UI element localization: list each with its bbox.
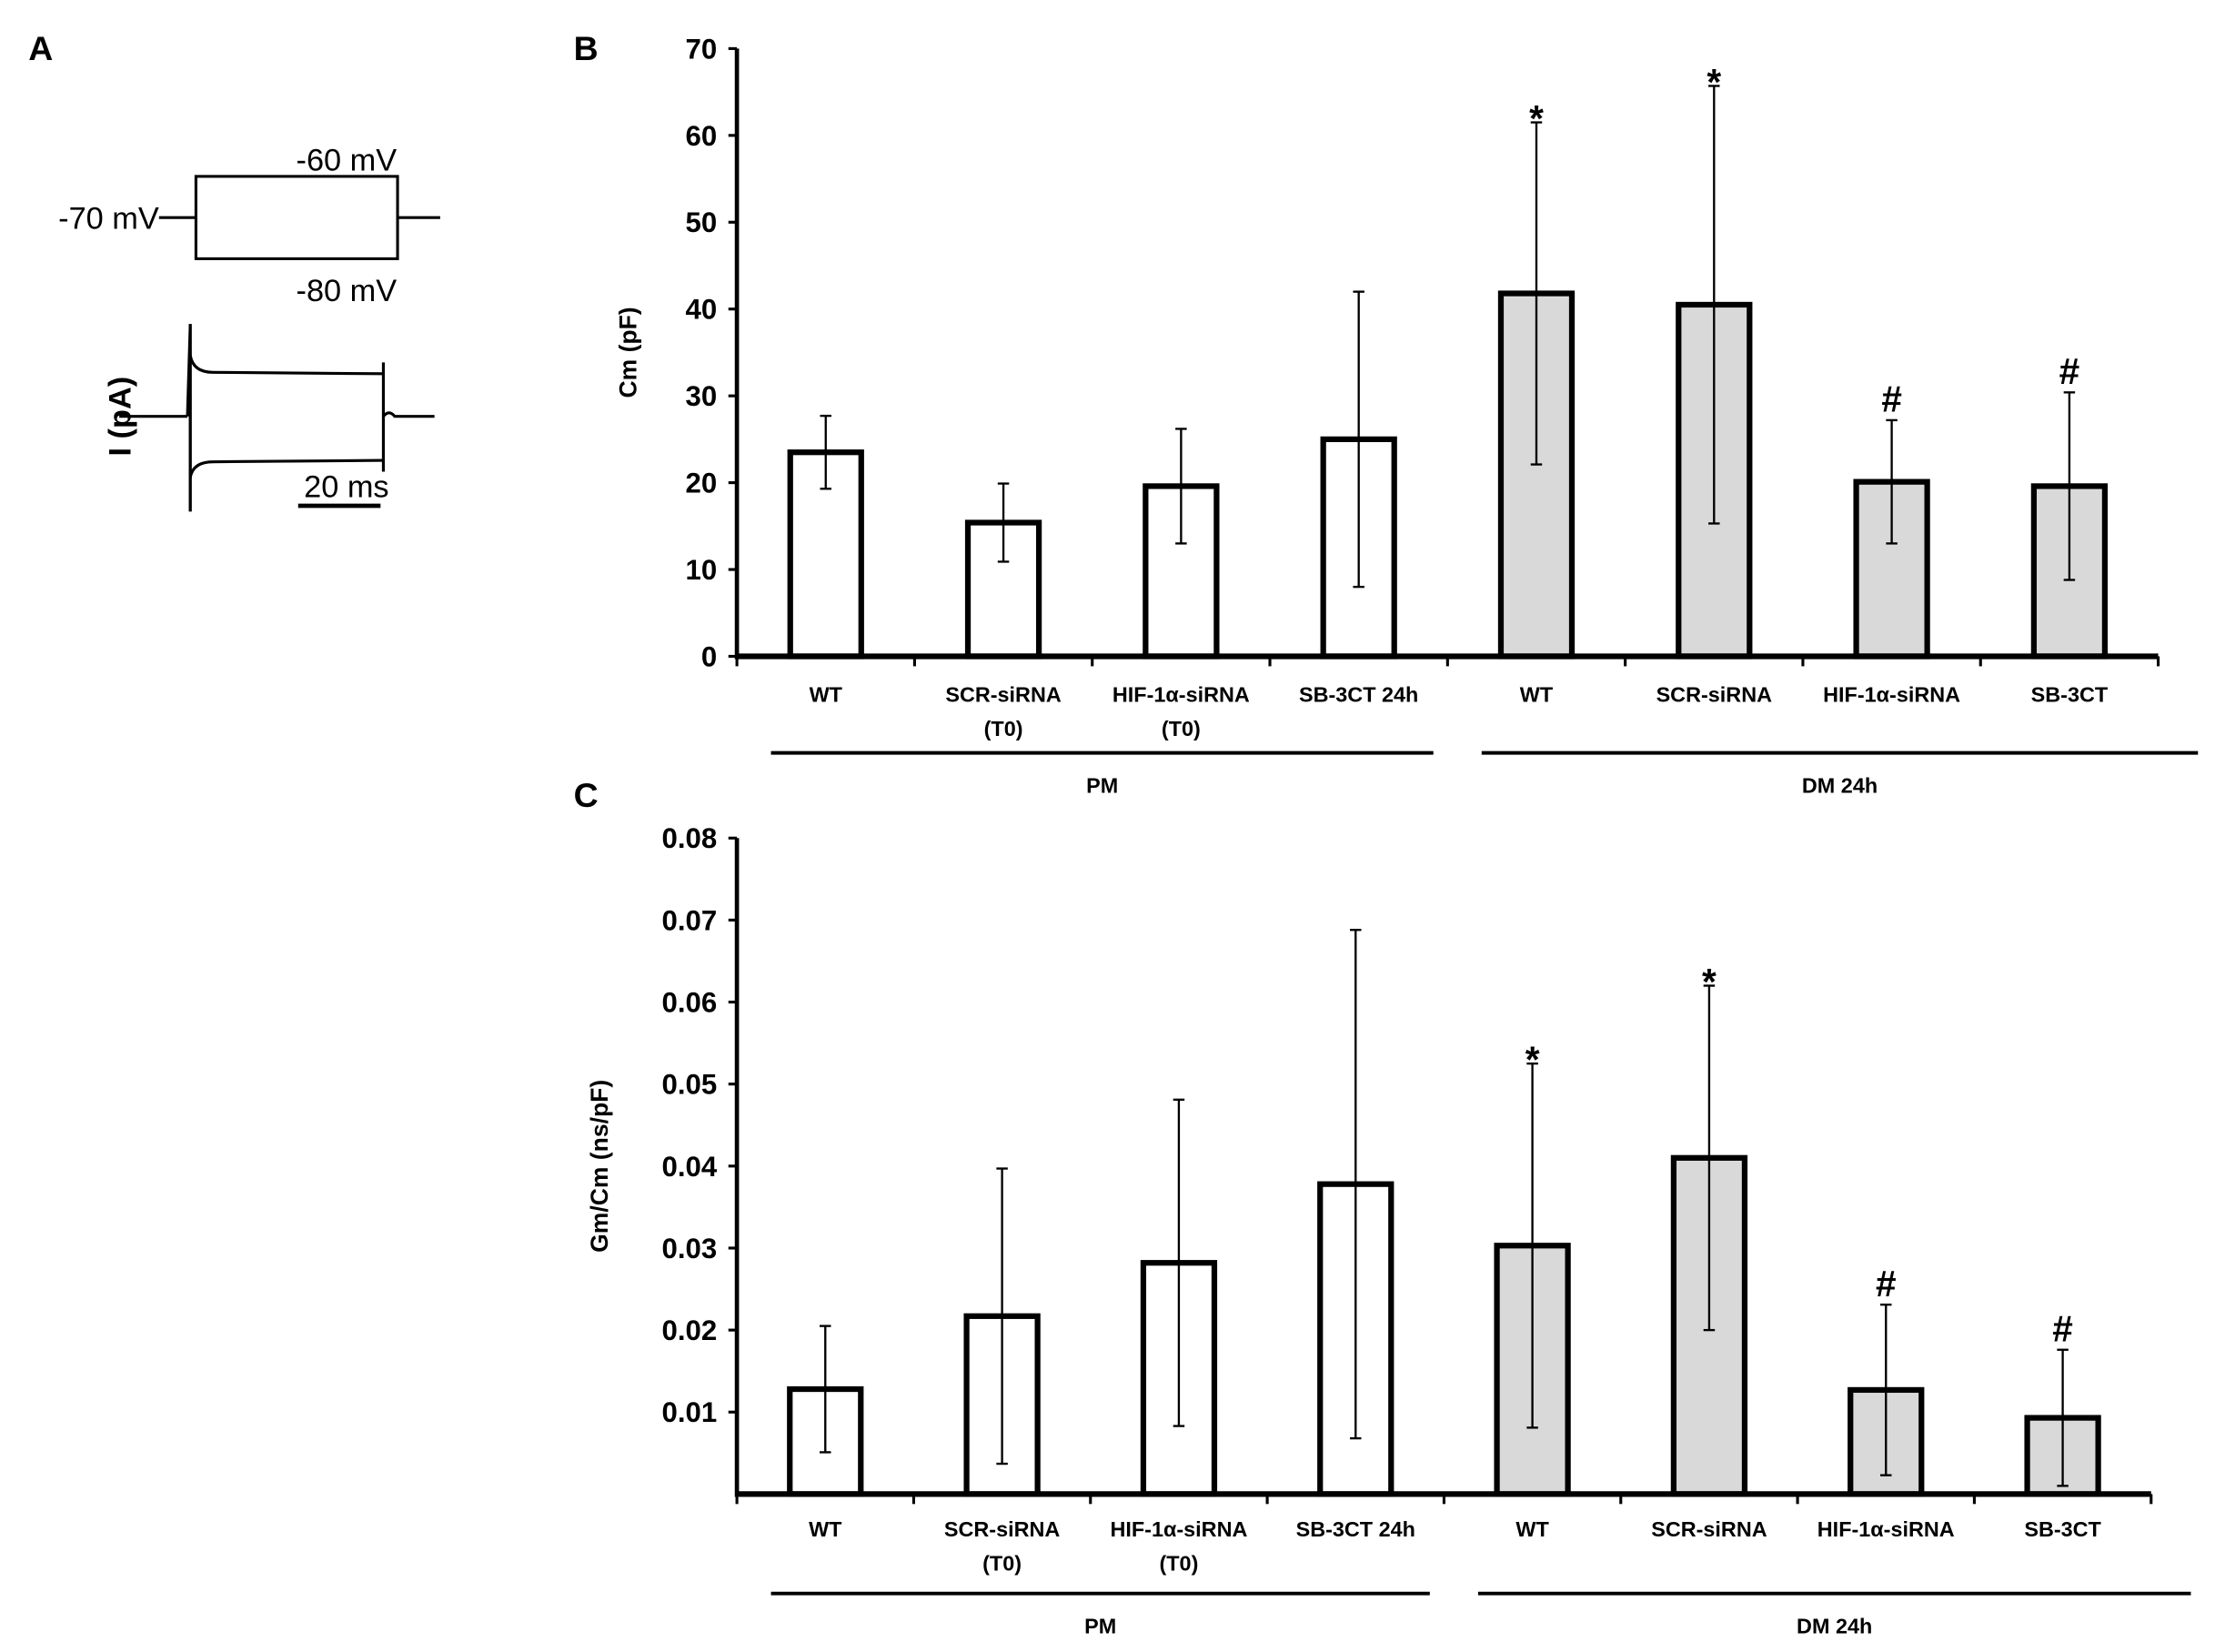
group-label: PM bbox=[1084, 1614, 1116, 1637]
scale-bar-label: 20 ms bbox=[304, 470, 388, 505]
y-tick-label: 50 bbox=[686, 206, 718, 238]
panel-a: A -70 mV -60 mV -80 mV I (pA) 20 ms bbox=[28, 29, 440, 512]
y-tick-label: 0.02 bbox=[662, 1315, 718, 1346]
y-tick-label: 0.06 bbox=[662, 986, 718, 1018]
category-label: HIF-1α-siRNA bbox=[1823, 682, 1960, 706]
panel-b: B WT SCR-siRNA (T0) HIF-1α-siRNA (T0) SB-3CT … bbox=[574, 29, 2199, 797]
category-label: SCR-siRNA bbox=[1651, 1517, 1767, 1541]
category-label: SB-3CT bbox=[2024, 1517, 2101, 1541]
significance-marker: # bbox=[2059, 350, 2080, 392]
significance-marker: * bbox=[1525, 1039, 1540, 1081]
category-label: SCR-siRNA bbox=[1656, 682, 1773, 706]
current-trace bbox=[119, 324, 435, 512]
y-tick-label: 0.01 bbox=[662, 1396, 718, 1428]
voltage-protocol-diagram bbox=[158, 175, 440, 260]
current-axis-label: I (pA) bbox=[104, 377, 138, 457]
category-label: WT bbox=[809, 1517, 842, 1541]
step-up-label: -60 mV bbox=[297, 144, 398, 178]
significance-marker: * bbox=[1702, 961, 1717, 1002]
significance-marker: # bbox=[1876, 1263, 1897, 1304]
chart-b: WT SCR-siRNA (T0) HIF-1α-siRNA (T0) SB-3CT 24… bbox=[614, 33, 2199, 797]
y-tick-label: 20 bbox=[686, 468, 718, 499]
category-label: SCR-siRNA bbox=[944, 1517, 1061, 1541]
y-tick-label: 0.07 bbox=[662, 904, 718, 936]
holding-potential-label: -70 mV bbox=[58, 202, 159, 237]
panel-c: C WT SCR-siRNA (T0) HIF-1α-siRNA (T0) SB-3CT … bbox=[574, 776, 2191, 1637]
y-tick-label: 10 bbox=[686, 554, 718, 586]
y-tick-label: 0.08 bbox=[662, 822, 718, 854]
category-label: SCR-siRNA bbox=[945, 682, 1062, 706]
category-label: (T0) bbox=[1159, 1552, 1198, 1576]
category-label: SB-3CT bbox=[2031, 682, 2109, 706]
group-label: DM 24h bbox=[1797, 1614, 1872, 1637]
significance-marker: # bbox=[2052, 1307, 2073, 1349]
y-tick-label: 0.05 bbox=[662, 1069, 718, 1101]
y-tick-label: 0.04 bbox=[662, 1151, 718, 1183]
y-tick-label: 70 bbox=[686, 33, 718, 65]
category-label: HIF-1α-siRNA bbox=[1817, 1517, 1955, 1541]
voltage-step-box bbox=[194, 175, 399, 260]
category-label: SB-3CT 24h bbox=[1299, 682, 1418, 706]
y-tick-label: 60 bbox=[686, 120, 718, 152]
chart-c: WT SCR-siRNA (T0) HIF-1α-siRNA (T0) SB-3CT 24… bbox=[586, 822, 2191, 1637]
group-label: PM bbox=[1086, 773, 1118, 797]
panel-letter-a: A bbox=[28, 29, 53, 67]
category-label: (T0) bbox=[982, 1552, 1022, 1576]
panel-letter-b: B bbox=[574, 29, 599, 67]
category-label: (T0) bbox=[1162, 717, 1201, 740]
category-label: HIF-1α-siRNA bbox=[1113, 682, 1250, 706]
y-tick-label: 30 bbox=[686, 380, 718, 412]
category-label: WT bbox=[1520, 682, 1554, 706]
y-tick-label: 0.03 bbox=[662, 1233, 718, 1264]
significance-marker: * bbox=[1529, 97, 1544, 139]
category-label: WT bbox=[810, 682, 843, 706]
category-label: HIF-1α-siRNA bbox=[1110, 1517, 1247, 1541]
significance-marker: # bbox=[1881, 378, 1902, 420]
y-axis-label: Cm (pF) bbox=[614, 307, 641, 398]
category-label: SB-3CT 24h bbox=[1296, 1517, 1415, 1541]
step-down-label: -80 mV bbox=[297, 274, 398, 308]
significance-marker: * bbox=[1707, 61, 1721, 103]
category-label: (T0) bbox=[984, 717, 1023, 740]
group-label: DM 24h bbox=[1802, 773, 1878, 797]
y-tick-label: 40 bbox=[686, 294, 718, 326]
y-tick-label: 0 bbox=[701, 640, 717, 672]
panel-letter-c: C bbox=[574, 776, 599, 814]
category-label: WT bbox=[1515, 1517, 1549, 1541]
y-axis-label: Gm/Cm (ns/pF) bbox=[586, 1080, 613, 1253]
